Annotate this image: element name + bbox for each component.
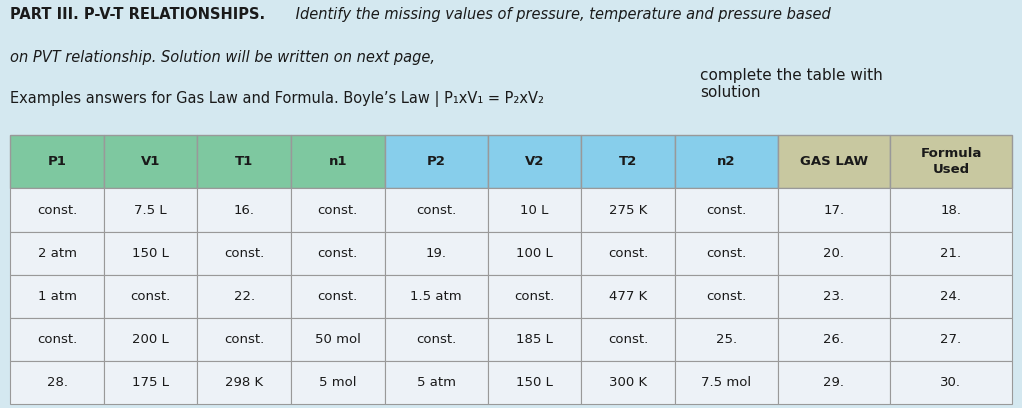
Text: V2: V2 <box>524 155 544 168</box>
Text: const.: const. <box>608 333 648 346</box>
Text: 30.: 30. <box>940 376 962 389</box>
Text: const.: const. <box>416 333 456 346</box>
Text: 2 atm: 2 atm <box>38 246 77 259</box>
Text: 29.: 29. <box>824 376 844 389</box>
Text: const.: const. <box>514 290 555 303</box>
Text: 477 K: 477 K <box>609 290 647 303</box>
Text: 175 L: 175 L <box>132 376 169 389</box>
Text: 23.: 23. <box>824 290 844 303</box>
Text: 185 L: 185 L <box>516 333 553 346</box>
Text: 300 K: 300 K <box>609 376 647 389</box>
Text: complete the table with
solution: complete the table with solution <box>700 68 883 100</box>
Text: 22.: 22. <box>234 290 254 303</box>
Text: 1.5 atm: 1.5 atm <box>410 290 462 303</box>
Text: const.: const. <box>608 246 648 259</box>
Text: const.: const. <box>416 204 456 217</box>
Text: Identify the missing values of pressure, temperature and pressure based: Identify the missing values of pressure,… <box>291 7 831 22</box>
Text: const.: const. <box>318 290 358 303</box>
Text: V1: V1 <box>141 155 160 168</box>
Text: 1 atm: 1 atm <box>38 290 77 303</box>
Text: GAS LAW: GAS LAW <box>800 155 868 168</box>
Text: 16.: 16. <box>234 204 254 217</box>
Text: 26.: 26. <box>824 333 844 346</box>
Text: 100 L: 100 L <box>516 246 553 259</box>
Text: const.: const. <box>318 204 358 217</box>
Text: 24.: 24. <box>940 290 962 303</box>
Text: 10 L: 10 L <box>520 204 549 217</box>
Text: 5 atm: 5 atm <box>417 376 456 389</box>
Text: 7.5 L: 7.5 L <box>134 204 167 217</box>
Text: T1: T1 <box>235 155 253 168</box>
Text: 19.: 19. <box>425 246 447 259</box>
Text: 298 K: 298 K <box>225 376 264 389</box>
Text: n2: n2 <box>717 155 736 168</box>
Text: const.: const. <box>37 204 77 217</box>
Text: on PVT relationship. Solution will be written on next page,: on PVT relationship. Solution will be wr… <box>10 50 435 64</box>
Text: const.: const. <box>706 290 746 303</box>
Text: const.: const. <box>224 246 265 259</box>
Text: Examples answers for Gas Law and Formula. Boyle’s Law | P₁xV₁ = P₂xV₂: Examples answers for Gas Law and Formula… <box>10 91 545 107</box>
Text: 7.5 mol: 7.5 mol <box>701 376 751 389</box>
Text: const.: const. <box>318 246 358 259</box>
Text: 21.: 21. <box>940 246 962 259</box>
Text: T2: T2 <box>619 155 637 168</box>
Text: 150 L: 150 L <box>516 376 553 389</box>
Text: const.: const. <box>706 246 746 259</box>
Text: PART III. P-V-T RELATIONSHIPS.: PART III. P-V-T RELATIONSHIPS. <box>10 7 266 22</box>
Text: n1: n1 <box>329 155 347 168</box>
Text: 27.: 27. <box>940 333 962 346</box>
Text: 275 K: 275 K <box>609 204 647 217</box>
Text: 20.: 20. <box>824 246 844 259</box>
Text: 25.: 25. <box>715 333 737 346</box>
Text: 150 L: 150 L <box>132 246 169 259</box>
Text: P1: P1 <box>48 155 66 168</box>
Text: const.: const. <box>706 204 746 217</box>
Text: 18.: 18. <box>940 204 962 217</box>
Text: 50 mol: 50 mol <box>315 333 361 346</box>
Text: P2: P2 <box>426 155 446 168</box>
Text: Formula
Used: Formula Used <box>920 147 981 176</box>
Text: const.: const. <box>37 333 77 346</box>
Text: const.: const. <box>224 333 265 346</box>
Text: const.: const. <box>131 290 171 303</box>
Text: 28.: 28. <box>47 376 67 389</box>
Text: 5 mol: 5 mol <box>319 376 357 389</box>
Text: 200 L: 200 L <box>132 333 169 346</box>
Text: 17.: 17. <box>824 204 844 217</box>
